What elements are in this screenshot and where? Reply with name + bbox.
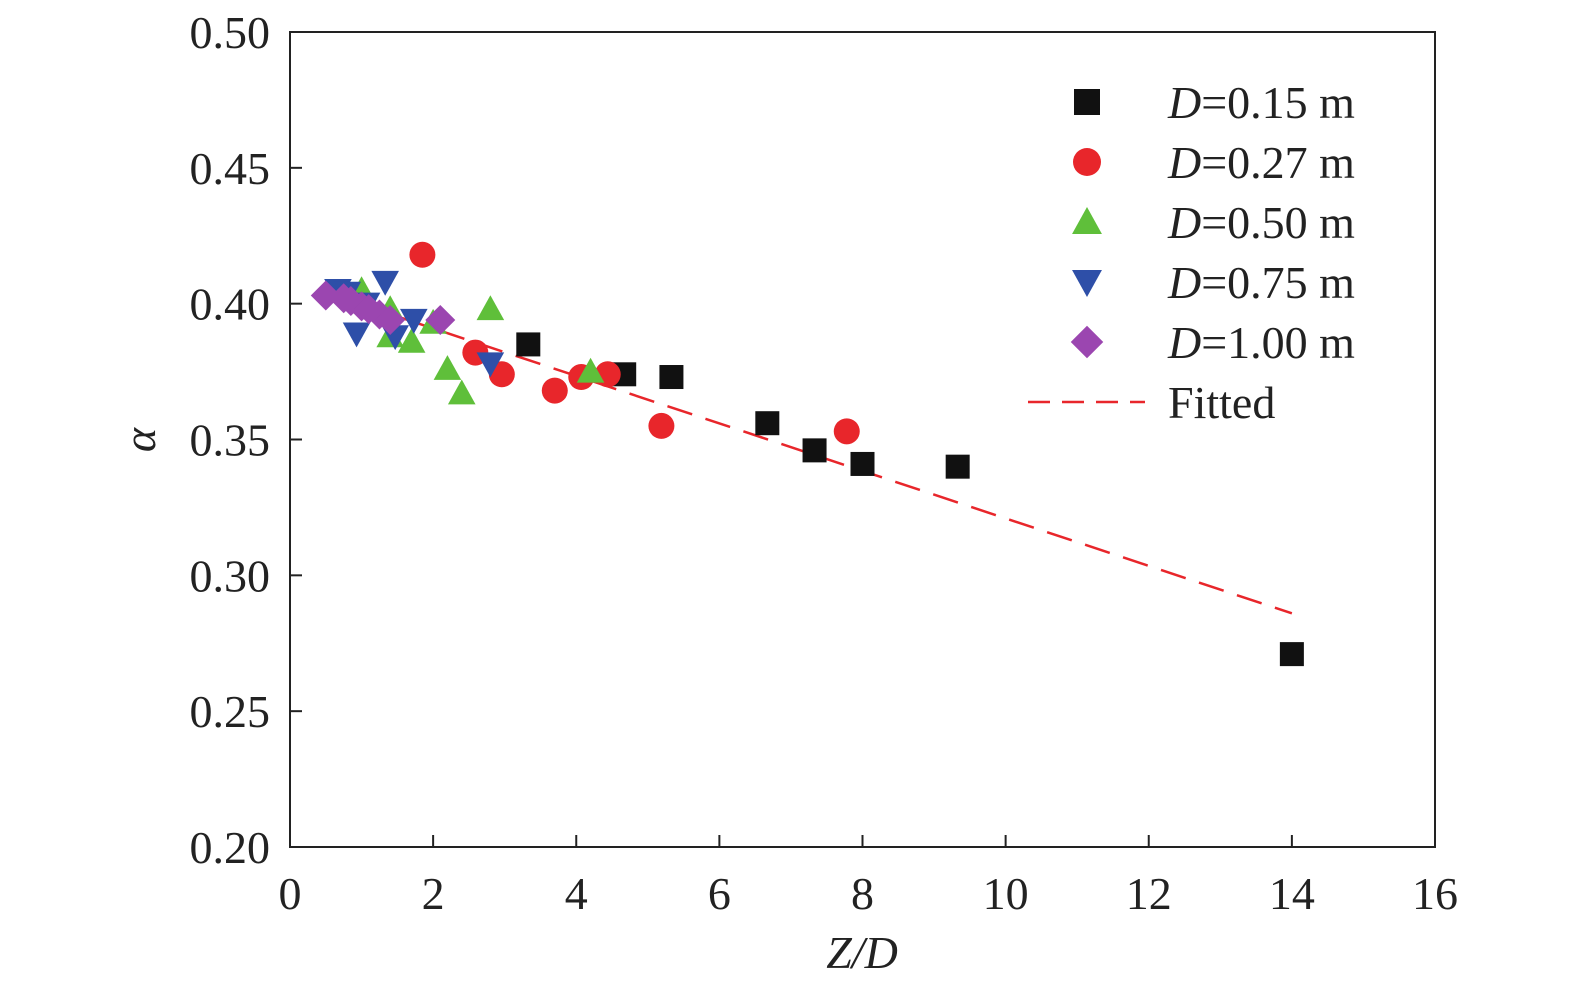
y-tick-label: 0.25 bbox=[190, 686, 271, 737]
y-tick-label: 0.20 bbox=[190, 822, 271, 873]
point-d-0-27-m bbox=[409, 241, 436, 268]
x-axis-title: Z/D bbox=[826, 927, 898, 978]
point-d-0-75-m bbox=[342, 322, 371, 348]
point-d-0-27-m bbox=[833, 418, 860, 445]
legend-marker-d-0-50-m bbox=[1072, 207, 1102, 234]
y-tick-label: 0.50 bbox=[190, 7, 271, 58]
point-d-0-75-m bbox=[476, 352, 505, 378]
y-axis-ticks: 0.20 0.25 0.30 0.35 0.40 0.45 0.50 bbox=[190, 7, 302, 873]
point-d-0-27-m bbox=[541, 377, 568, 404]
legend-marker-d-0-75-m bbox=[1072, 270, 1102, 297]
y-tick-label: 0.45 bbox=[190, 143, 271, 194]
point-d-0-15-m bbox=[659, 365, 684, 390]
legend: D=0.15 m D=0.27 m D=0.50 m D=0.75 m D=1.00 m… bbox=[1028, 77, 1355, 428]
x-tick-label: 8 bbox=[851, 868, 874, 919]
x-tick-label: 16 bbox=[1412, 868, 1458, 919]
point-d-0-15-m bbox=[1279, 642, 1304, 667]
x-tick-label: 0 bbox=[279, 868, 302, 919]
point-d-0-75-m bbox=[371, 270, 399, 296]
y-tick-label: 0.35 bbox=[190, 415, 271, 466]
point-d-0-15-m bbox=[850, 451, 875, 476]
fitted-line bbox=[325, 291, 1293, 615]
point-d-0-50-m bbox=[433, 355, 462, 380]
point-d-0-15-m bbox=[755, 411, 780, 436]
x-tick-label: 4 bbox=[565, 868, 588, 919]
legend-label-fitted: Fitted bbox=[1168, 377, 1275, 428]
x-tick-label: 10 bbox=[983, 868, 1029, 919]
y-tick-label: 0.40 bbox=[190, 279, 271, 330]
x-tick-label: 14 bbox=[1269, 868, 1315, 919]
point-d-0-15-m bbox=[516, 332, 541, 357]
point-d-0-50-m bbox=[397, 327, 426, 353]
point-d-0-15-m bbox=[802, 438, 827, 463]
legend-label-d-0-27-m: D=0.27 m bbox=[1167, 137, 1355, 188]
x-tick-label: 2 bbox=[422, 868, 445, 919]
y-tick-label: 0.30 bbox=[190, 550, 271, 601]
point-d-1-00-m bbox=[310, 280, 341, 311]
point-d-1-00-m bbox=[375, 304, 406, 335]
legend-label-d-0-15-m: D=0.15 m bbox=[1167, 77, 1355, 128]
x-tick-label: 6 bbox=[708, 868, 731, 919]
point-d-0-50-m bbox=[476, 295, 505, 321]
point-d-0-50-m bbox=[447, 379, 476, 405]
point-d-0-50-m bbox=[576, 357, 605, 383]
point-d-1-00-m bbox=[425, 304, 456, 335]
legend-marker-d-0-15-m bbox=[1074, 89, 1100, 115]
legend-label-d-0-75-m: D=0.75 m bbox=[1167, 257, 1355, 308]
legend-marker-d-0-27-m bbox=[1073, 148, 1101, 176]
point-d-0-15-m bbox=[945, 454, 970, 479]
x-tick-label: 12 bbox=[1126, 868, 1172, 919]
data-points bbox=[310, 241, 1304, 667]
point-d-0-75-m bbox=[400, 308, 428, 334]
y-axis-title: α bbox=[114, 427, 165, 452]
legend-label-d-0-50-m: D=0.50 m bbox=[1167, 197, 1355, 248]
point-d-0-27-m bbox=[648, 412, 675, 439]
legend-label-d-1-00-m: D=1.00 m bbox=[1167, 317, 1355, 368]
x-axis-ticks: 0 2 4 6 8 10 12 14 16 bbox=[279, 835, 1458, 919]
legend-marker-d-1-00-m bbox=[1070, 325, 1104, 359]
